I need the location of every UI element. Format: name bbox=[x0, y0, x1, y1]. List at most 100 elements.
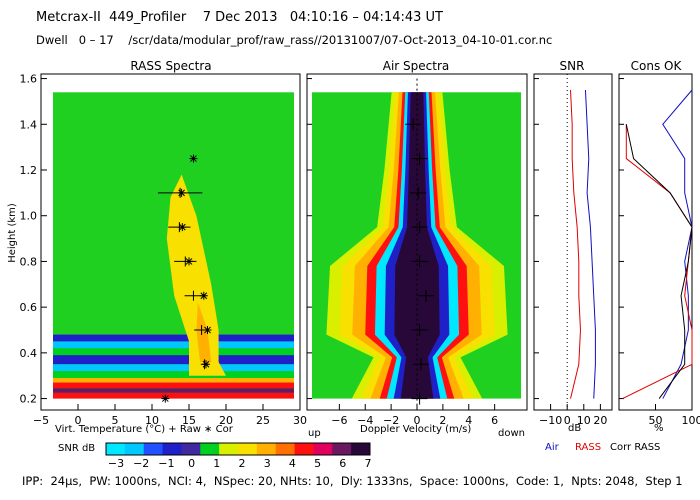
cor-point bbox=[202, 360, 211, 369]
y-tick-label: 1.2 bbox=[20, 164, 38, 177]
colorbar-tick-label: 0 bbox=[188, 457, 195, 470]
y-tick-label: 1.4 bbox=[20, 118, 38, 131]
velocity-point bbox=[412, 358, 429, 371]
x-tick-label: 10 bbox=[145, 414, 159, 427]
colorbar-swatch bbox=[162, 443, 182, 455]
velocity-point bbox=[418, 289, 435, 302]
y-tick-label: 0.6 bbox=[20, 301, 38, 314]
y-tick-label: 0.4 bbox=[20, 347, 38, 360]
air-x-axis-label: Doppler Velocity (m/s) bbox=[360, 424, 471, 435]
colorbar-swatch bbox=[238, 443, 258, 455]
velocity-point bbox=[410, 186, 427, 199]
instrument-parameters: IPP: 24µs, PW: 1000ns, NCI: 4, NSpec: 20… bbox=[22, 474, 683, 488]
x-tick-label: 0 bbox=[75, 414, 82, 427]
colorbar-swatch bbox=[351, 443, 371, 455]
velocity-point bbox=[411, 152, 428, 165]
colorbar-tick-label: −3 bbox=[108, 457, 124, 470]
colorbar-swatch bbox=[256, 443, 277, 455]
x-tick-label: 5 bbox=[112, 414, 119, 427]
air-panel-title: Air Spectra bbox=[383, 59, 450, 73]
cons-panel-title: Cons OK bbox=[631, 59, 683, 73]
colorbar-swatch bbox=[124, 443, 145, 455]
y-tick-label: 0.8 bbox=[20, 255, 38, 268]
cor-point bbox=[177, 188, 186, 197]
x-tick-label: −5 bbox=[33, 414, 49, 427]
colorbar-swatch bbox=[294, 443, 314, 455]
rass-bg-band bbox=[53, 348, 294, 356]
panel-frame bbox=[618, 73, 693, 411]
rass-bg-band bbox=[53, 392, 294, 399]
legend-rass: RASS bbox=[575, 442, 601, 453]
y-axis-label: Height (km) bbox=[7, 203, 18, 263]
x-tick-label: 25 bbox=[256, 414, 270, 427]
colorbar-swatch bbox=[275, 443, 295, 455]
air-panel: −6 −4 −2 0 2 4 6 bbox=[306, 73, 528, 427]
colorbar-label: SNR dB bbox=[58, 443, 95, 454]
dwell-info: Dwell 0 – 17 /scr/data/modular_prof/raw_… bbox=[36, 33, 553, 47]
x-tick-label: 0 bbox=[564, 414, 571, 427]
rass-x-axis-label: Virt. Temperature (°C) + Raw ∗ Cor bbox=[55, 424, 234, 435]
series-line bbox=[625, 124, 693, 399]
legend-corr: Corr RASS bbox=[610, 442, 660, 453]
x-tick-label: 15 bbox=[182, 414, 196, 427]
x-tick-label: 4 bbox=[465, 414, 472, 427]
air-up-note: up bbox=[308, 428, 321, 439]
air-down-note: down bbox=[498, 428, 525, 439]
cor-point bbox=[199, 291, 208, 300]
colorbar-tick-label: −1 bbox=[158, 457, 174, 470]
legend-air: Air bbox=[545, 442, 560, 453]
rass-bg-band bbox=[53, 378, 294, 383]
rass-bg-band bbox=[53, 364, 294, 372]
colorbar-tick-label: 5 bbox=[314, 457, 321, 470]
velocity-point bbox=[411, 324, 428, 336]
rass-signal-plume bbox=[166, 174, 226, 376]
plot-title: Metcrax-II 449_Profiler 7 Dec 2013 04:10… bbox=[36, 10, 443, 25]
rass-bg-band bbox=[53, 388, 294, 393]
colorbar: −3 −2 −1 0 1 2 3 4 5 6 7 bbox=[105, 442, 372, 470]
snr-panel-title: SNR bbox=[560, 59, 585, 73]
series-line bbox=[584, 89, 596, 399]
x-tick-label: 10 bbox=[577, 414, 591, 427]
rass-panel-title: RASS Spectra bbox=[130, 59, 211, 73]
x-tick-label: −4 bbox=[357, 414, 373, 427]
x-tick-label: −6 bbox=[331, 414, 347, 427]
colorbar-tick-label: 6 bbox=[339, 457, 346, 470]
colorbar-tick-label: 7 bbox=[365, 457, 372, 470]
colorbar-swatch bbox=[313, 443, 333, 455]
rass-bg-band bbox=[53, 355, 294, 365]
rass-bg-band bbox=[53, 341, 294, 349]
velocity-point bbox=[405, 118, 422, 131]
colorbar-swatch bbox=[143, 443, 163, 455]
x-tick-label: 2 bbox=[439, 414, 446, 427]
series-line bbox=[570, 89, 581, 399]
panel-frame bbox=[533, 73, 613, 411]
colorbar-swatch bbox=[181, 443, 201, 455]
snr-x-axis-label: dB bbox=[568, 423, 581, 434]
colorbar-swatch bbox=[219, 443, 239, 455]
colorbar-swatch bbox=[332, 443, 352, 455]
rass-signal-core bbox=[196, 302, 212, 362]
x-tick-label: 100 bbox=[682, 414, 700, 427]
x-tick-label: 30 bbox=[293, 414, 307, 427]
colorbar-swatch bbox=[106, 443, 126, 455]
x-tick-label: 50 bbox=[649, 414, 663, 427]
series-line bbox=[622, 124, 693, 400]
y-tick-label: 0.2 bbox=[20, 393, 38, 406]
rass-bg-band bbox=[53, 371, 294, 378]
x-tick-label: 6 bbox=[491, 414, 498, 427]
cor-point bbox=[178, 223, 187, 232]
velocity-point bbox=[411, 221, 428, 234]
y-tick-label: 1.6 bbox=[20, 73, 38, 86]
cons-panel: 50 100 bbox=[618, 73, 700, 427]
x-tick-label: −2 bbox=[383, 414, 399, 427]
cor-point bbox=[189, 154, 198, 163]
rass-bg-band bbox=[53, 334, 294, 342]
cor-point bbox=[185, 257, 193, 266]
colorbar-swatch bbox=[200, 443, 220, 455]
x-tick-label: 0 bbox=[414, 414, 421, 427]
colorbar-tick-label: −2 bbox=[133, 457, 149, 470]
x-tick-label: 20 bbox=[593, 414, 607, 427]
velocity-point bbox=[411, 392, 428, 405]
rass-panel: 0.2 0.4 0.6 0.8 1.0 1.2 1.4 1.6 −5 0 5 10 15 20 25 30 bbox=[20, 73, 308, 427]
